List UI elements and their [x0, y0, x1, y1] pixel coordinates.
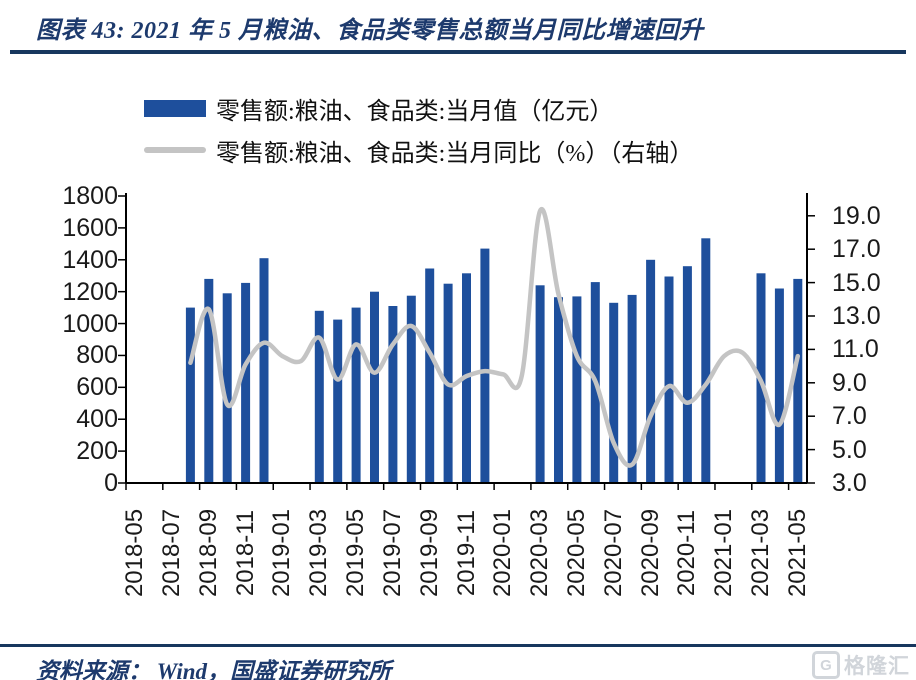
legend: 零售额:粮油、食品类:当月值（亿元） 零售额:粮油、食品类:当月同比（%）（右轴…: [144, 93, 693, 177]
bar-2018-10: [222, 293, 232, 483]
gelonghui-logo: G 格隆汇: [812, 650, 910, 680]
left-axis-tick-label: 1200: [62, 277, 118, 306]
left-axis-tick-label: 200: [76, 437, 118, 466]
bar-2019-05: [351, 307, 361, 483]
left-axis-tick-label: 1400: [62, 245, 118, 274]
right-axis-tick-label: 9.0: [832, 368, 867, 397]
right-axis-tick-label: 13.0: [832, 302, 881, 330]
left-axis-tick-label: 600: [76, 373, 118, 402]
x-axis-tick-label: 2021-01: [710, 508, 738, 598]
x-axis-tick-label: 2020-05: [562, 508, 590, 598]
gelonghui-logo-text: 格隆汇: [844, 655, 910, 678]
yoy-trend-line: [188, 206, 801, 468]
gelonghui-logo-icon: G: [812, 651, 840, 679]
x-axis-tick-label: 2021-03: [746, 508, 774, 598]
legend-line-swatch-icon: [144, 147, 206, 153]
right-axis-tick-label: 7.0: [832, 402, 867, 431]
bar-2020-07: [609, 302, 619, 483]
bar-2020-05: [572, 296, 582, 483]
legend-item-line: 零售额:粮油、食品类:当月同比（%）（右轴）: [144, 135, 694, 167]
left-axis-tick-label: 1600: [62, 213, 118, 242]
x-axis-tick-label: 2018-07: [158, 508, 185, 598]
bar-2020-03: [535, 285, 545, 483]
bar-2018-09: [204, 278, 214, 483]
left-axis-tick-label: 400: [76, 405, 118, 434]
bar-2020-12: [701, 238, 711, 483]
right-axis-tick-label: 11.0: [832, 335, 879, 364]
legend-label-line: 零售额:粮油、食品类:当月同比（%）（右轴）: [216, 140, 694, 167]
title-divider: [10, 50, 906, 54]
bar-2020-04: [554, 297, 563, 483]
bar-2018-08: [185, 307, 195, 483]
left-axis-tick-label: 1800: [62, 182, 118, 210]
x-axis-tick-label: 2020-09: [636, 508, 664, 598]
legend-item-bar: 零售额:粮油、食品类:当月值（亿元）: [144, 93, 693, 125]
x-axis-tick-label: 2019-11: [452, 509, 480, 597]
x-axis-tick-label: 2021-05: [783, 508, 811, 598]
x-axis-tick-label: 2019-05: [342, 508, 370, 598]
bar-2019-04: [333, 319, 343, 483]
bar-2018-12: [259, 258, 269, 483]
bar-2020-09: [646, 259, 656, 483]
bar-2021-04: [774, 288, 784, 483]
left-axis-tick-label: 800: [76, 341, 118, 370]
bar-2021-05: [793, 278, 803, 483]
legend-bar-swatch-icon: [144, 99, 206, 117]
bar-2019-07: [388, 306, 398, 483]
legend-label-bar: 零售额:粮油、食品类:当月值（亿元）: [216, 98, 614, 125]
source-note: 资料来源： Wind，国盛证券研究所: [36, 659, 392, 680]
x-axis-tick-label: 2018-11: [231, 509, 259, 597]
x-axis-tick-label: 2019-09: [415, 508, 443, 598]
right-axis-tick-label: 3.0: [832, 469, 867, 497]
bar-2020-08: [627, 294, 637, 483]
bar-2019-08: [406, 295, 416, 483]
bar-2019-03: [314, 310, 324, 483]
x-axis-tick-label: 2020-11: [673, 509, 701, 597]
right-axis-tick-label: 5.0: [832, 435, 867, 464]
bar-2018-11: [241, 282, 251, 483]
bar-2019-06: [370, 291, 379, 483]
x-axis-tick-label: 2019-03: [305, 508, 333, 598]
bar-2019-12: [480, 248, 490, 483]
x-axis-tick-label: 2020-07: [599, 508, 627, 598]
left-axis-tick-label: 0: [104, 469, 118, 497]
bar-2020-11: [682, 266, 692, 483]
bar-2020-10: [664, 276, 674, 483]
x-axis-tick-label: 2018-05: [121, 508, 149, 598]
right-axis-tick-label: 19.0: [832, 201, 881, 230]
x-axis-tick-label: 2019-01: [268, 508, 296, 598]
right-axis-tick-label: 17.0: [832, 235, 881, 264]
left-axis-tick-label: 1000: [62, 309, 118, 338]
x-axis-tick-label: 2019-07: [378, 508, 406, 598]
x-axis-tick-label: 2020-03: [526, 508, 554, 598]
bar-2019-09: [425, 268, 435, 483]
footer-divider: [0, 644, 916, 647]
right-axis-tick-label: 15.0: [832, 268, 881, 297]
x-axis-tick-label: 2018-09: [194, 508, 222, 598]
figure-title: 图表 43: 2021 年 5 月粮油、食品类零售总额当月同比增速回升: [36, 18, 704, 44]
x-axis-tick-label: 2020-01: [489, 508, 517, 598]
